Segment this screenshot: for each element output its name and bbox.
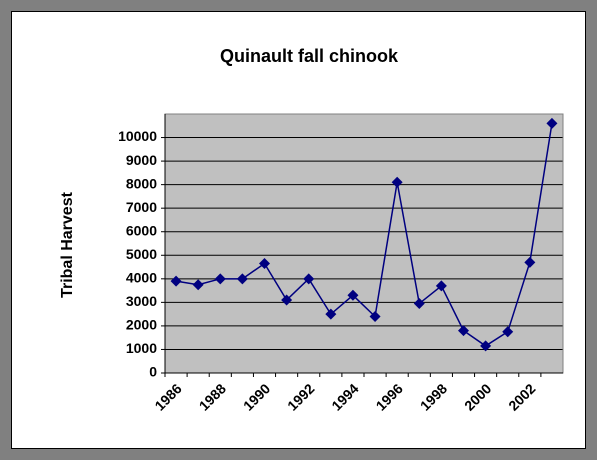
data-point <box>435 280 447 292</box>
data-point <box>524 256 536 268</box>
data-point <box>347 289 359 301</box>
data-point <box>281 294 293 306</box>
data-point <box>546 117 558 129</box>
data-point <box>391 176 403 188</box>
y-axis-label: Tribal Harvest <box>59 191 76 298</box>
y-tick-label: 4000 <box>126 270 157 286</box>
data-point <box>458 325 469 337</box>
y-tick-label: 1000 <box>126 340 157 356</box>
data-point <box>214 273 226 285</box>
data-point <box>369 310 381 322</box>
y-tick-label: 0 <box>149 364 157 380</box>
data-point <box>236 273 248 285</box>
data-point <box>502 326 514 338</box>
data-point <box>303 273 315 285</box>
data-point <box>192 279 204 291</box>
data-point <box>480 340 492 352</box>
data-point <box>170 275 182 287</box>
y-tick-label: 6000 <box>126 222 157 238</box>
y-tick-label: 9000 <box>126 152 157 168</box>
y-tick-label: 2000 <box>126 317 157 333</box>
y-tick-label: 7000 <box>126 199 157 215</box>
y-tick-label: 3000 <box>126 293 157 309</box>
data-point <box>259 258 270 270</box>
data-point <box>413 298 425 310</box>
y-tick-label: 10000 <box>118 128 157 144</box>
chart-title: Quinault fall chinook <box>220 46 399 66</box>
y-tick-label: 8000 <box>126 175 157 191</box>
data-point <box>325 308 337 320</box>
plot-area <box>165 114 563 373</box>
y-tick-label: 5000 <box>126 246 157 262</box>
